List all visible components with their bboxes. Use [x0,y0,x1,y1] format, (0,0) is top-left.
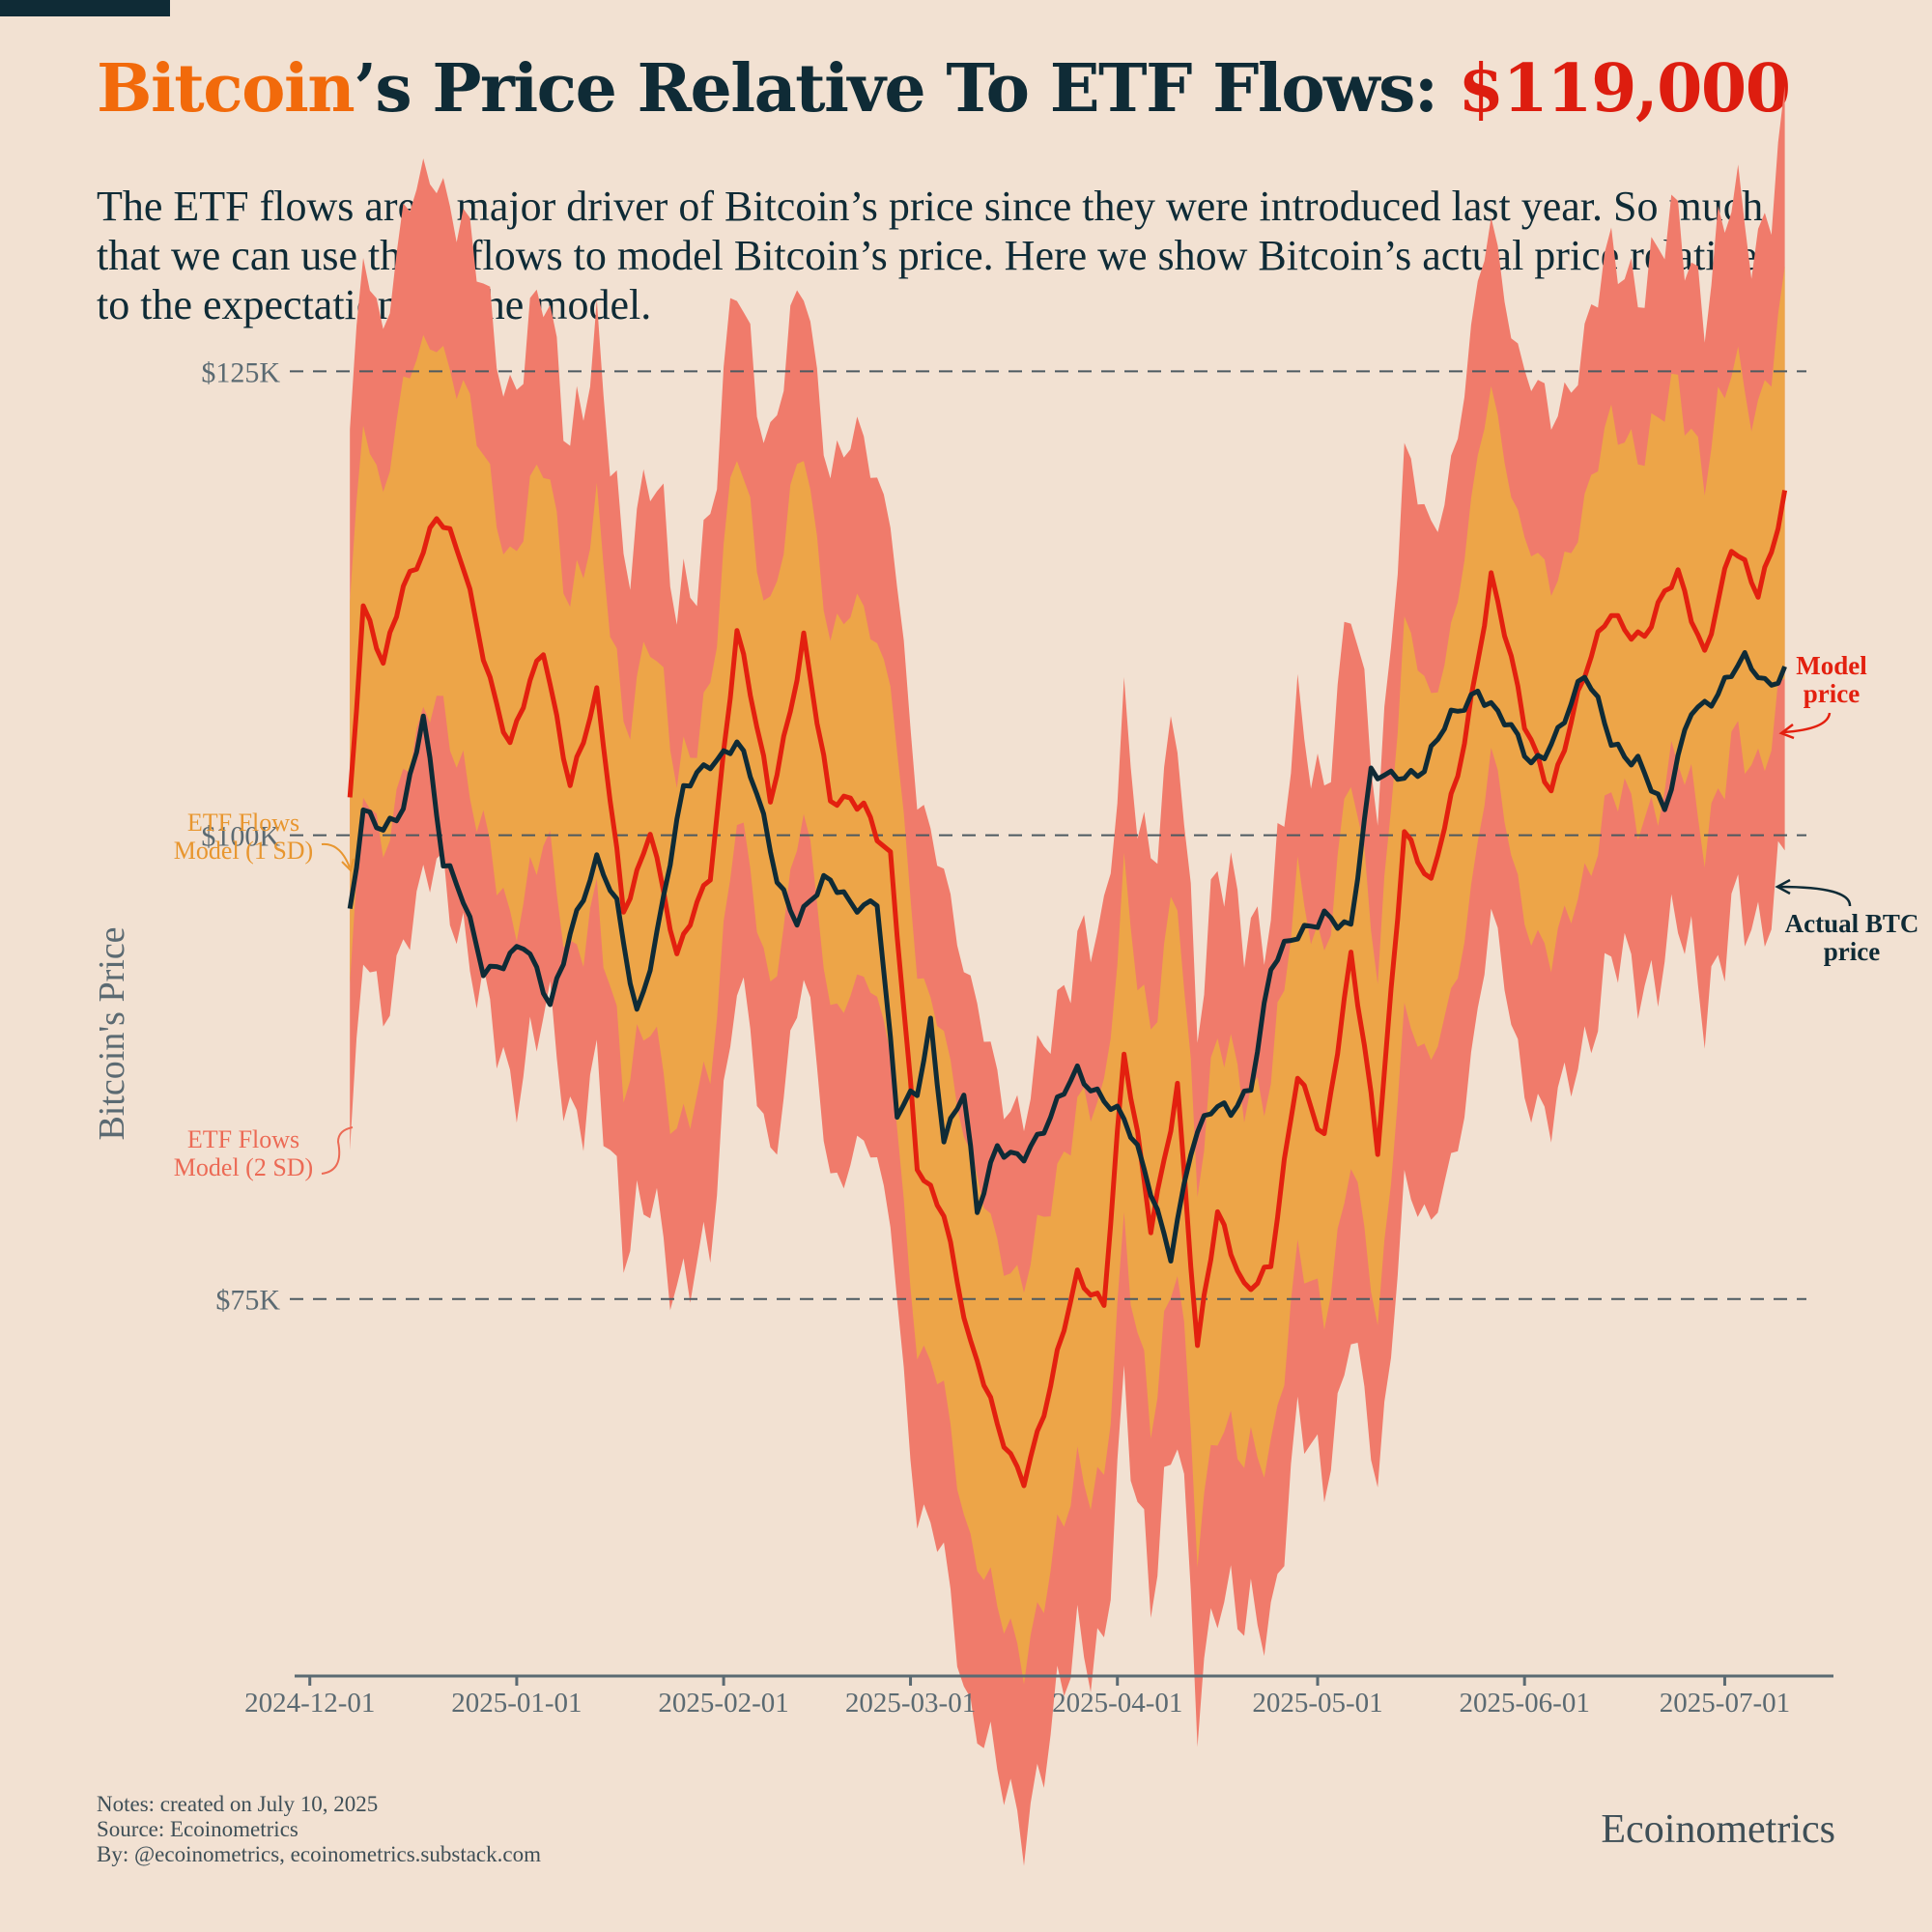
footer-notes-date: Notes: created on July 10, 2025 [97,1792,379,1816]
chart-gridlines [290,370,1806,1300]
arrow-2sd [321,1126,354,1175]
xtick-label: 2025-04-01 [1052,1688,1182,1719]
xtick-label: 2025-02-01 [658,1688,788,1719]
xtick-label: 2025-06-01 [1460,1688,1590,1719]
actual-price-label: Actual BTC price [1785,909,1919,966]
xtick-label: 2025-07-01 [1660,1688,1790,1719]
ytick-label: $100K [201,821,280,853]
top-accent-bar [0,0,170,16]
brand-logo-text: Ecoinometrics [1601,1807,1835,1852]
etf-flows-1sd-label: ETF Flows Model (1 SD) [174,809,313,865]
footer-notes: Notes: created on July 10, 2025 Source: … [97,1792,541,1867]
ytick-label: $75K [215,1285,280,1317]
arrow-1sd-head [341,858,355,872]
model-price-label: Model price [1796,651,1867,708]
arrow-model-head [1778,724,1795,740]
xtick-label: 2025-01-01 [451,1688,582,1719]
subtitle: The ETF flows are a major driver of Bitc… [97,183,1764,328]
actual-price-line [347,650,1787,1264]
band-2sd [350,85,1785,1866]
arrow-actual [1778,885,1852,907]
arrow-1sd [321,842,351,868]
arrow-model [1782,712,1832,734]
chart-labels: ETF Flows Model (1 SD) ETF Flows Model (2 S… [174,651,1919,1181]
model-price-line [347,490,1788,1489]
chart-bands [350,85,1785,1866]
title-price: $119,000 [1458,50,1791,128]
footer-source: Source: Ecoinometrics [97,1817,298,1841]
chart-axes: $75K $100K $125K 2024-12-01 2025-01-01 2025-0… [92,356,1833,1719]
title-brand: Bitcoin [97,50,355,128]
chart-series [347,490,1788,1489]
xtick-label: 2025-05-01 [1252,1688,1382,1719]
xtick-label: 2025-03-01 [845,1688,976,1719]
footer-by: By: @ecoinometrics, ecoinometrics.substa… [97,1842,541,1866]
arrow-actual-head [1775,878,1791,895]
xtick-label: 2024-12-01 [244,1688,375,1719]
title-middle: ’s Price Relative To ETF Flows: [354,50,1459,128]
ytick-label: $125K [201,356,280,388]
band-1sd [350,266,1785,1685]
page-title: Bitcoin’s Price Relative To ETF Flows: $… [97,50,1791,128]
y-axis-title: Bitcoin's Price [92,926,132,1140]
etf-flows-2sd-label: ETF Flows Model (2 SD) [174,1125,313,1181]
